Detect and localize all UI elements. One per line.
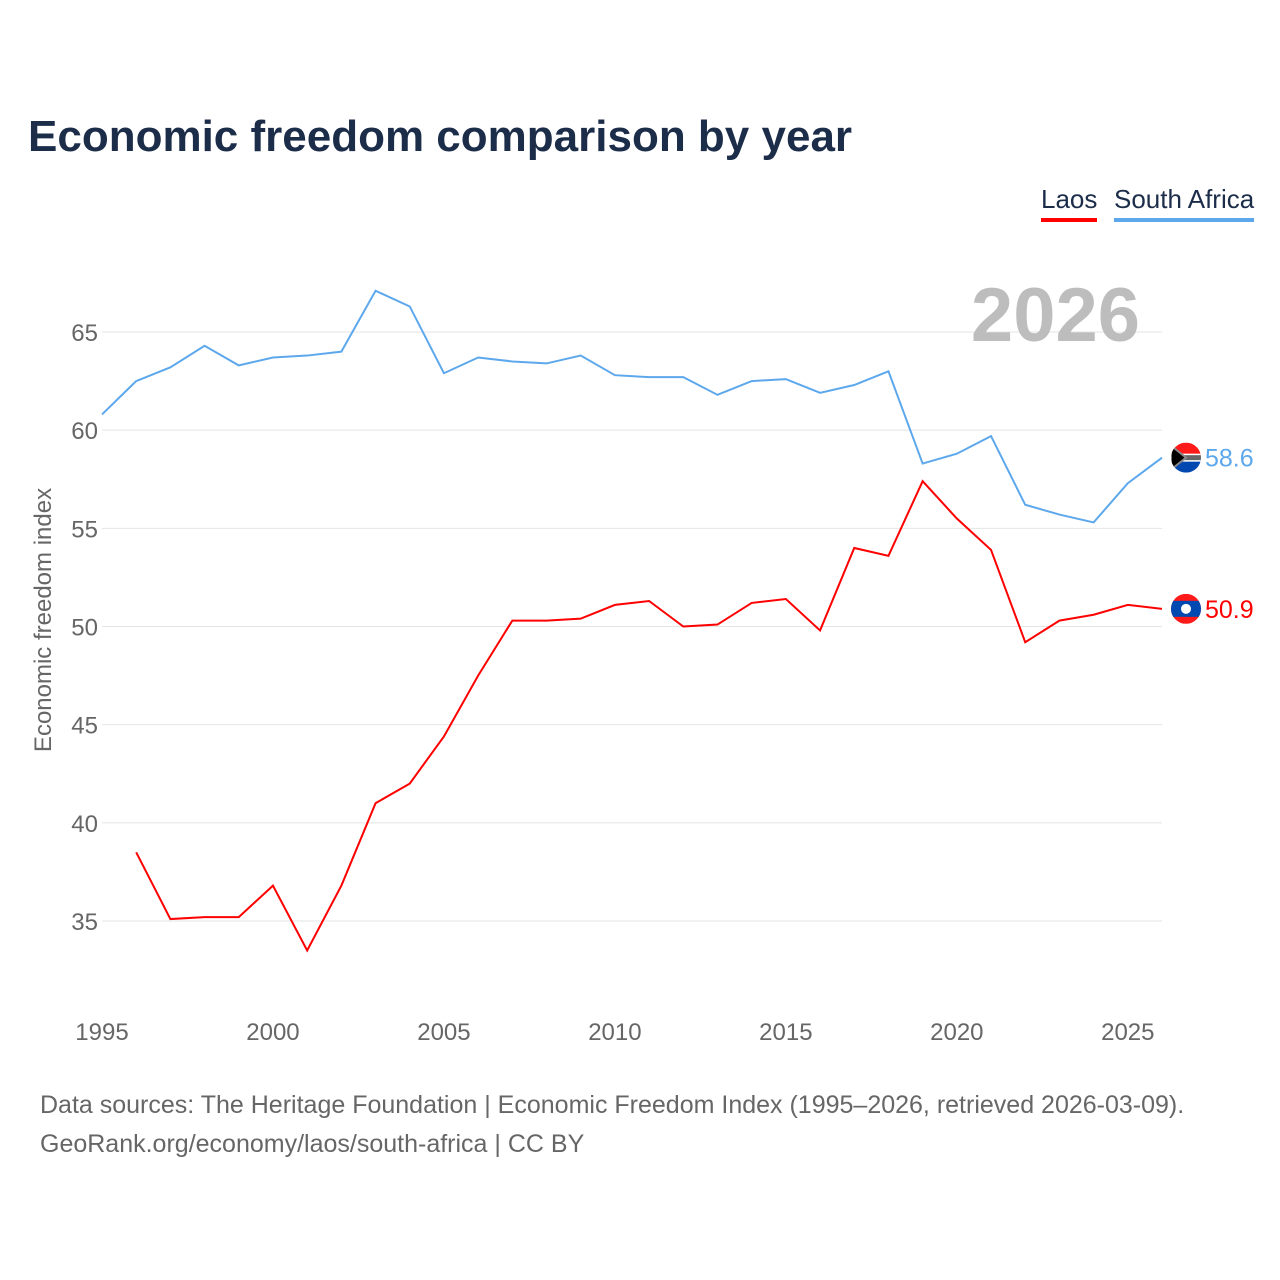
series-line-south-africa	[101, 289, 1163, 524]
y-axis-label: Economic freedom index	[30, 488, 57, 752]
chart-title: Economic freedom comparison by year	[28, 112, 853, 161]
x-tick-label: 2020	[930, 1019, 983, 1046]
laos-flag-icon	[1171, 593, 1201, 624]
south-africa-flag-icon	[1171, 442, 1201, 473]
y-tick-label: 40	[71, 811, 98, 838]
source-line-2[interactable]: GeoRank.org/economy/laos/south-africa | …	[40, 1130, 585, 1158]
legend-laos[interactable]: Laos	[1041, 184, 1098, 222]
x-tick-label: 2005	[417, 1019, 470, 1046]
y-tick-label: 60	[71, 418, 98, 445]
source-line-1: Data sources: The Heritage Foundation | …	[40, 1091, 1185, 1119]
y-tick-label: 55	[71, 516, 98, 543]
end-value-label-south-africa: 58.6	[1205, 445, 1254, 473]
x-tick-label: 2010	[588, 1019, 641, 1046]
series-line-laos	[135, 479, 1163, 953]
x-tick-label: 2015	[759, 1019, 812, 1046]
y-tick-label: 35	[71, 909, 98, 936]
x-tick-label: 2000	[246, 1019, 299, 1046]
end-value-label-laos: 50.9	[1205, 596, 1254, 624]
y-tick-label: 50	[71, 615, 98, 642]
x-tick-label: 1995	[75, 1019, 128, 1046]
year-label: 2026	[970, 273, 1140, 358]
y-tick-label: 45	[71, 713, 98, 740]
source-note: Data sources: The Heritage Foundation | …	[40, 1086, 1184, 1164]
y-tick-label: 65	[71, 320, 98, 347]
x-tick-label: 2025	[1101, 1019, 1154, 1046]
legend-south-africa[interactable]: South Africa	[1114, 184, 1255, 222]
